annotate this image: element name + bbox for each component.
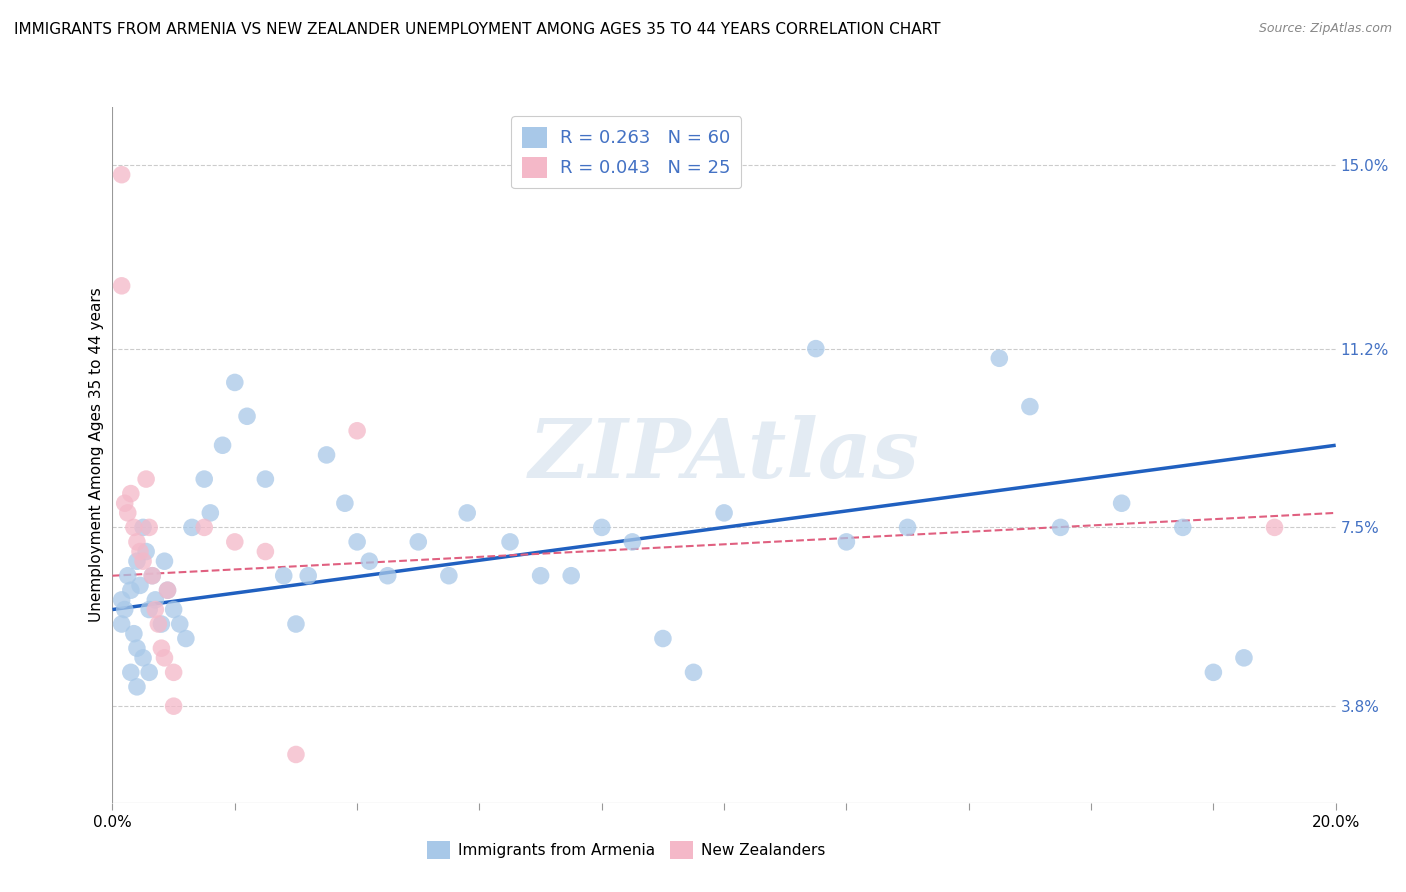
Point (125, 641, 148, 656)
Point (377, 568, 399, 582)
Point (141, 568, 163, 582)
Point (713, 506, 735, 520)
Point (224, 376, 246, 390)
Point (499, 534, 522, 549)
Point (148, 617, 170, 632)
Point (111, 278, 134, 293)
Point (125, 680, 148, 694)
Point (181, 520, 204, 534)
Point (1202, 665, 1225, 680)
Point (135, 544, 157, 558)
Point (129, 578, 152, 592)
Point (346, 534, 368, 549)
Point (273, 568, 295, 582)
Point (143, 602, 166, 616)
Text: Source: ZipAtlas.com: Source: ZipAtlas.com (1258, 22, 1392, 36)
Point (284, 617, 308, 632)
Point (156, 583, 179, 598)
Point (254, 472, 277, 486)
Point (117, 568, 139, 582)
Point (560, 568, 582, 582)
Point (359, 554, 381, 568)
Point (988, 351, 1011, 366)
Point (224, 534, 246, 549)
Point (529, 568, 551, 582)
Point (1233, 651, 1256, 665)
Point (132, 520, 155, 534)
Point (652, 632, 675, 646)
Point (682, 665, 704, 680)
Point (200, 506, 222, 520)
Point (135, 472, 157, 486)
Legend: Immigrants from Armenia, New Zealanders: Immigrants from Armenia, New Zealanders (422, 835, 831, 864)
Text: ZIPAtlas: ZIPAtlas (529, 415, 920, 495)
Point (621, 534, 644, 549)
Point (1018, 400, 1040, 414)
Point (120, 583, 142, 598)
Point (114, 602, 136, 616)
Point (1111, 496, 1133, 510)
Point (150, 641, 173, 656)
Point (153, 554, 176, 568)
Point (132, 554, 155, 568)
Point (897, 520, 920, 534)
Point (1264, 520, 1286, 534)
Point (437, 568, 460, 582)
Point (111, 168, 134, 182)
Y-axis label: Unemployment Among Ages 35 to 44 years: Unemployment Among Ages 35 to 44 years (89, 287, 104, 623)
Point (111, 592, 134, 607)
Point (153, 651, 176, 665)
Point (114, 496, 136, 510)
Point (129, 544, 152, 558)
Point (333, 496, 356, 510)
Point (1171, 520, 1194, 534)
Point (150, 617, 173, 632)
Point (835, 534, 858, 549)
Text: IMMIGRANTS FROM ARMENIA VS NEW ZEALANDER UNEMPLOYMENT AMONG AGES 35 TO 44 YEARS : IMMIGRANTS FROM ARMENIA VS NEW ZEALANDER… (14, 22, 941, 37)
Point (141, 568, 163, 582)
Point (591, 520, 613, 534)
Point (138, 520, 160, 534)
Point (156, 583, 179, 598)
Point (804, 342, 827, 356)
Point (125, 534, 148, 549)
Point (163, 665, 186, 680)
Point (174, 632, 197, 646)
Point (236, 409, 259, 424)
Point (169, 617, 191, 632)
Point (193, 520, 215, 534)
Point (1049, 520, 1071, 534)
Point (117, 506, 139, 520)
Point (284, 747, 308, 762)
Point (297, 568, 319, 582)
Point (111, 617, 134, 632)
Point (122, 520, 145, 534)
Point (456, 506, 478, 520)
Point (254, 544, 277, 558)
Point (408, 534, 430, 549)
Point (120, 486, 142, 500)
Point (122, 626, 145, 640)
Point (163, 699, 186, 714)
Point (163, 602, 186, 616)
Point (315, 448, 337, 462)
Point (138, 602, 160, 616)
Point (120, 665, 142, 680)
Point (132, 651, 155, 665)
Point (125, 554, 148, 568)
Point (138, 665, 160, 680)
Point (193, 472, 215, 486)
Point (211, 438, 233, 452)
Point (346, 424, 368, 438)
Point (143, 592, 166, 607)
